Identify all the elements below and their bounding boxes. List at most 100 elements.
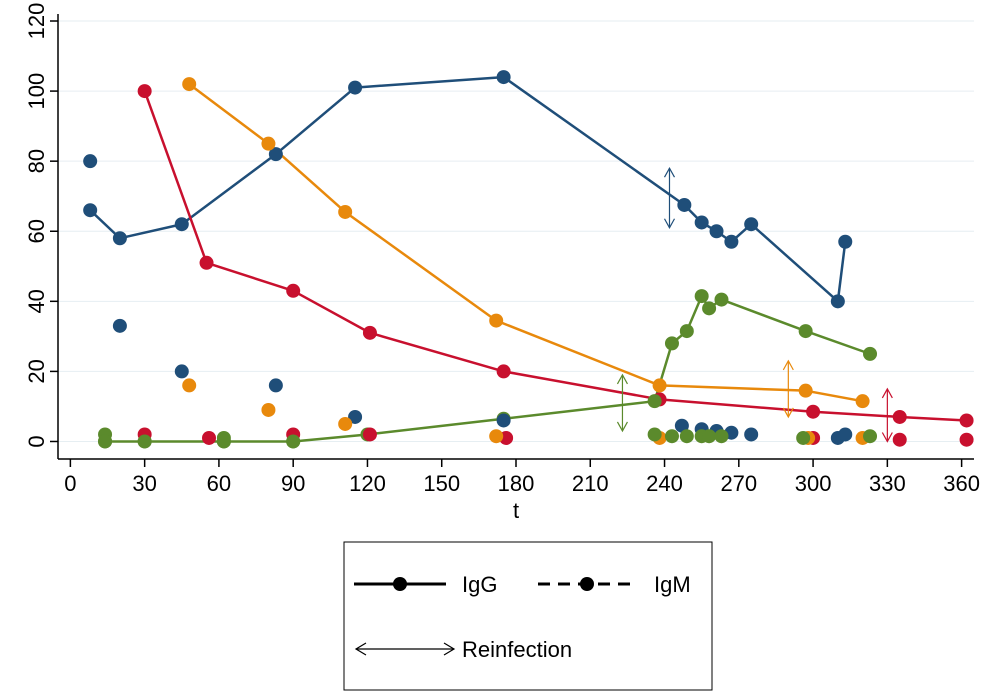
data-point bbox=[362, 427, 377, 442]
data-point bbox=[174, 364, 189, 379]
data-point bbox=[647, 427, 662, 442]
data-point bbox=[348, 409, 363, 424]
data-point bbox=[892, 409, 907, 424]
data-point bbox=[261, 402, 276, 417]
x-tick-label: 60 bbox=[207, 471, 231, 496]
data-point bbox=[744, 427, 759, 442]
y-ticks: 0 20 40 60 80 100 120 bbox=[24, 3, 58, 448]
data-point bbox=[830, 294, 845, 309]
data-point bbox=[664, 336, 679, 351]
legend-igm-label: IgM bbox=[654, 572, 691, 597]
legend-igg-label: IgG bbox=[462, 572, 497, 597]
data-point bbox=[202, 430, 217, 445]
data-point bbox=[863, 429, 878, 444]
data-point bbox=[959, 413, 974, 428]
x-axis-label: t bbox=[513, 498, 519, 523]
legend-reinfection-arrow bbox=[354, 642, 456, 656]
x-tick-label: 330 bbox=[869, 471, 906, 496]
y-tick-label: 0 bbox=[24, 435, 49, 447]
x-tick-label: 150 bbox=[423, 471, 460, 496]
data-point bbox=[338, 204, 353, 219]
y-tick-label: 20 bbox=[24, 359, 49, 383]
data-point bbox=[496, 364, 511, 379]
data-point bbox=[182, 77, 197, 92]
y-tick-label: 40 bbox=[24, 289, 49, 313]
data-point bbox=[796, 430, 811, 445]
data-point bbox=[702, 301, 717, 316]
data-point bbox=[679, 324, 694, 339]
series-points bbox=[83, 70, 974, 449]
data-point bbox=[798, 324, 813, 339]
reinfection-arrow bbox=[616, 373, 628, 433]
data-point bbox=[137, 434, 152, 449]
data-point bbox=[268, 147, 283, 162]
y-tick-label: 100 bbox=[24, 73, 49, 110]
data-point bbox=[496, 413, 511, 428]
data-point bbox=[83, 203, 98, 218]
x-ticks: 0 30 60 90 120 150 180 210 240 270 300 330 360 bbox=[64, 459, 980, 496]
y-tick-label: 120 bbox=[24, 3, 49, 40]
data-point bbox=[806, 404, 821, 419]
data-point bbox=[137, 84, 152, 99]
data-point bbox=[694, 289, 709, 304]
data-point bbox=[714, 292, 729, 307]
x-tick-label: 300 bbox=[795, 471, 832, 496]
data-point bbox=[838, 234, 853, 249]
data-point bbox=[182, 378, 197, 393]
data-point bbox=[724, 234, 739, 249]
data-point bbox=[855, 394, 870, 409]
data-point bbox=[174, 217, 189, 232]
data-point bbox=[798, 383, 813, 398]
reinfection-arrow bbox=[663, 166, 676, 229]
data-point bbox=[664, 429, 679, 444]
x-tick-label: 90 bbox=[281, 471, 305, 496]
data-point bbox=[959, 432, 974, 447]
data-point bbox=[216, 434, 231, 449]
reinfection-arrow bbox=[881, 387, 893, 443]
axes-layer bbox=[57, 14, 974, 460]
data-point bbox=[892, 432, 907, 447]
data-point bbox=[489, 429, 504, 444]
data-point bbox=[714, 429, 729, 444]
legend-igg-marker bbox=[393, 577, 407, 591]
data-point bbox=[489, 313, 504, 328]
data-point bbox=[261, 136, 276, 151]
data-point bbox=[98, 434, 113, 449]
data-point bbox=[496, 70, 511, 85]
data-point bbox=[838, 427, 853, 442]
data-point bbox=[647, 394, 662, 409]
data-point bbox=[286, 434, 301, 449]
data-point bbox=[652, 378, 667, 393]
x-tick-label: 180 bbox=[498, 471, 535, 496]
reinfection-arrows bbox=[616, 166, 893, 443]
data-point bbox=[677, 197, 692, 212]
data-point bbox=[83, 154, 98, 169]
legend: IgG IgM Reinfection bbox=[343, 541, 713, 691]
data-point bbox=[709, 224, 724, 239]
data-point bbox=[348, 80, 363, 95]
series-lines bbox=[89, 75, 967, 443]
legend-box bbox=[343, 541, 713, 691]
data-point bbox=[694, 215, 709, 230]
data-point bbox=[362, 325, 377, 340]
y-tick-label: 80 bbox=[24, 149, 49, 173]
data-point bbox=[112, 231, 127, 246]
x-tick-label: 240 bbox=[646, 471, 683, 496]
data-point bbox=[199, 255, 214, 270]
data-point bbox=[702, 429, 717, 444]
data-point bbox=[674, 418, 689, 433]
data-point bbox=[744, 217, 759, 232]
reinfection-arrow bbox=[782, 359, 794, 419]
data-point bbox=[863, 346, 878, 361]
data-point bbox=[268, 378, 283, 393]
data-point bbox=[112, 318, 127, 333]
x-tick-label: 30 bbox=[132, 471, 156, 496]
legend-igm-marker bbox=[580, 577, 594, 591]
x-tick-label: 120 bbox=[349, 471, 386, 496]
series-line bbox=[188, 83, 863, 403]
x-tick-label: 0 bbox=[64, 471, 76, 496]
legend-reinfection-label: Reinfection bbox=[462, 637, 572, 662]
y-tick-label: 60 bbox=[24, 219, 49, 243]
x-tick-label: 210 bbox=[572, 471, 609, 496]
